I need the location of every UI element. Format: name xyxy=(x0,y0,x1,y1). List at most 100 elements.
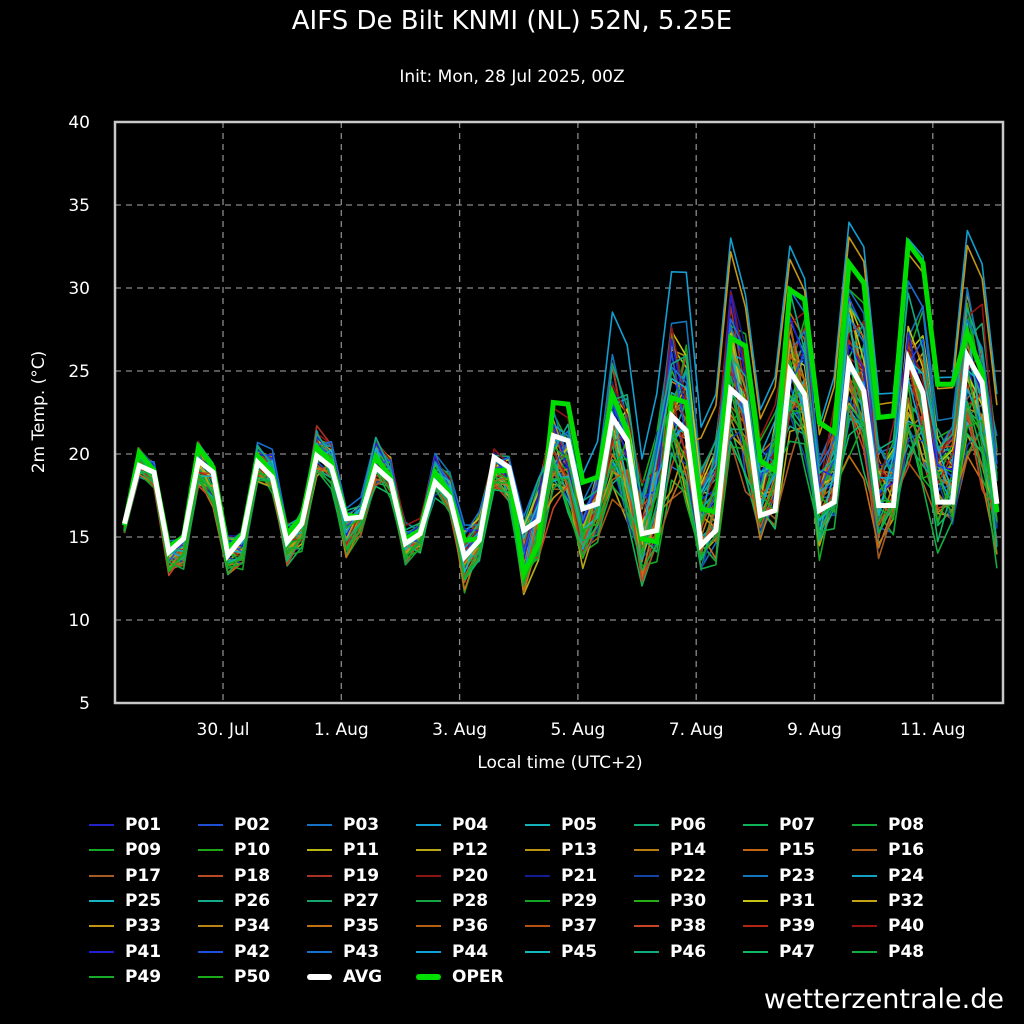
legend-swatch xyxy=(416,950,441,953)
legend-item-p41[interactable]: P41 xyxy=(89,942,161,962)
legend-item-p46[interactable]: P46 xyxy=(634,942,706,962)
legend-item-p25[interactable]: P25 xyxy=(89,891,161,911)
legend-swatch xyxy=(525,849,550,852)
legend-label: P32 xyxy=(888,890,925,911)
legend-label: P01 xyxy=(125,815,162,835)
y-tick-label: 25 xyxy=(68,362,90,382)
legend-item-p04[interactable]: P04 xyxy=(416,815,488,835)
legend-item-p45[interactable]: P45 xyxy=(525,942,597,962)
avg-line xyxy=(121,347,1000,563)
legend-swatch xyxy=(198,925,223,928)
legend-label: P26 xyxy=(234,890,271,911)
legend-item-p28[interactable]: P28 xyxy=(416,891,488,911)
legend-label: P12 xyxy=(452,840,489,861)
legend-item-p39[interactable]: P39 xyxy=(743,916,815,936)
legend-item-p16[interactable]: P16 xyxy=(852,840,924,860)
legend-item-p17[interactable]: P17 xyxy=(89,866,161,886)
legend-label: P13 xyxy=(561,840,598,861)
legend-label: P18 xyxy=(234,865,271,886)
legend-item-p13[interactable]: P13 xyxy=(525,840,597,860)
legend-swatch xyxy=(89,899,114,902)
legend-item-p31[interactable]: P31 xyxy=(743,891,815,911)
member-lines xyxy=(123,221,998,596)
legend-label: P42 xyxy=(234,941,271,962)
legend-item-p14[interactable]: P14 xyxy=(634,840,706,860)
legend-swatch xyxy=(852,824,877,826)
legend-item-p18[interactable]: P18 xyxy=(198,866,270,886)
legend-item-p40[interactable]: P40 xyxy=(852,916,924,936)
legend-item-p06[interactable]: P06 xyxy=(634,815,706,835)
legend-swatch xyxy=(852,950,877,953)
legend-item-p22[interactable]: P22 xyxy=(634,866,706,886)
legend-item-p32[interactable]: P32 xyxy=(852,891,924,911)
legend-item-p43[interactable]: P43 xyxy=(307,942,379,962)
legend-item-p38[interactable]: P38 xyxy=(634,916,706,936)
legend-item-p05[interactable]: P05 xyxy=(525,815,597,835)
legend-item-p26[interactable]: P26 xyxy=(198,891,270,911)
legend-swatch xyxy=(89,925,114,928)
legend-swatch xyxy=(634,899,659,902)
legend-item-p10[interactable]: P10 xyxy=(198,840,270,860)
legend-label: P33 xyxy=(125,916,162,937)
legend-item-p37[interactable]: P37 xyxy=(525,916,597,936)
legend-label: P15 xyxy=(779,840,816,861)
legend-item-p49[interactable]: P49 xyxy=(89,967,161,987)
legend-swatch xyxy=(852,899,877,902)
member-line-p23 xyxy=(123,287,998,556)
legend-item-p44[interactable]: P44 xyxy=(416,942,488,962)
legend-swatch xyxy=(198,950,223,953)
legend-item-p01[interactable]: P01 xyxy=(89,815,161,835)
legend-item-p33[interactable]: P33 xyxy=(89,916,161,936)
legend-item-p34[interactable]: P34 xyxy=(198,916,270,936)
legend-swatch xyxy=(634,925,659,928)
legend-swatch xyxy=(416,824,441,826)
legend-label: P30 xyxy=(670,890,707,911)
legend-item-p12[interactable]: P12 xyxy=(416,840,488,860)
y-tick-label: 35 xyxy=(68,196,90,216)
legend-item-p21[interactable]: P21 xyxy=(525,866,597,886)
legend-swatch xyxy=(525,950,550,953)
legend-label: P39 xyxy=(779,916,816,937)
legend-item-p36[interactable]: P36 xyxy=(416,916,488,936)
legend-swatch xyxy=(743,824,768,826)
legend-swatch xyxy=(743,874,768,877)
legend-item-p30[interactable]: P30 xyxy=(634,891,706,911)
legend-item-p03[interactable]: P03 xyxy=(307,815,379,835)
legend-label: P19 xyxy=(343,865,380,886)
legend-label: OPER xyxy=(452,966,504,987)
legend-item-p02[interactable]: P02 xyxy=(198,815,270,835)
legend-item-p48[interactable]: P48 xyxy=(852,942,924,962)
legend-label: P05 xyxy=(561,815,598,835)
legend-swatch xyxy=(89,975,114,978)
legend-swatch xyxy=(634,824,659,826)
legend-label: P23 xyxy=(779,865,816,886)
legend-item-oper[interactable]: OPER xyxy=(416,967,504,987)
legend-label: P49 xyxy=(125,966,162,987)
legend-item-p09[interactable]: P09 xyxy=(89,840,161,860)
legend-item-p08[interactable]: P08 xyxy=(852,815,924,835)
legend-item-p19[interactable]: P19 xyxy=(307,866,379,886)
legend-swatch xyxy=(634,874,659,877)
legend-item-p47[interactable]: P47 xyxy=(743,942,815,962)
legend-item-p50[interactable]: P50 xyxy=(198,967,270,987)
legend-swatch xyxy=(743,950,768,953)
legend-label: P48 xyxy=(888,941,925,962)
legend-item-p24[interactable]: P24 xyxy=(852,866,924,886)
legend-item-p42[interactable]: P42 xyxy=(198,942,270,962)
legend-item-p07[interactable]: P07 xyxy=(743,815,815,835)
member-line-p41 xyxy=(123,294,998,561)
legend-item-avg[interactable]: AVG xyxy=(307,967,382,987)
y-tick-labels: 5 10 15 20 25 30 35 40 xyxy=(68,113,90,714)
legend-item-p15[interactable]: P15 xyxy=(743,840,815,860)
legend-swatch xyxy=(416,874,441,877)
legend-item-p27[interactable]: P27 xyxy=(307,891,379,911)
legend-item-p23[interactable]: P23 xyxy=(743,866,815,886)
legend-item-p20[interactable]: P20 xyxy=(416,866,488,886)
legend-item-p35[interactable]: P35 xyxy=(307,916,379,936)
legend-swatch xyxy=(416,849,441,852)
legend-item-p29[interactable]: P29 xyxy=(525,891,597,911)
legend-swatch xyxy=(198,899,223,902)
legend-label: P20 xyxy=(452,865,489,886)
legend-label: P22 xyxy=(670,865,707,886)
legend-item-p11[interactable]: P11 xyxy=(307,840,379,860)
